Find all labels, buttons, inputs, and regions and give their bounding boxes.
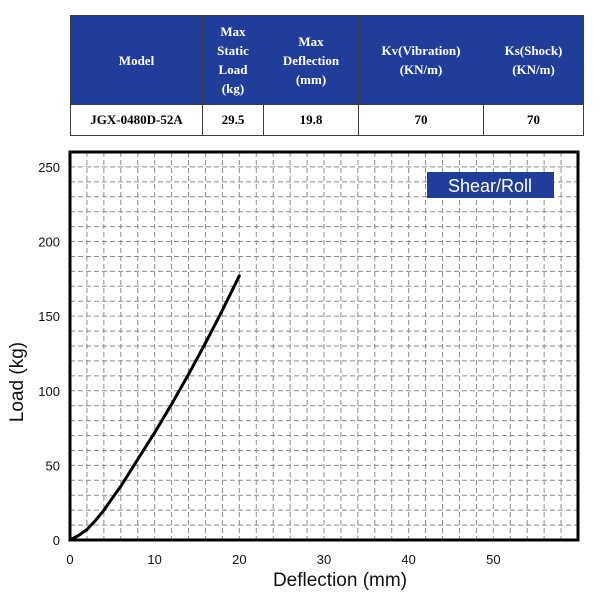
y-tick-label: 0	[53, 533, 60, 548]
x-tick-label: 20	[232, 552, 246, 567]
cell-max-deflection: 19.8	[263, 104, 359, 136]
x-tick-label: 10	[147, 552, 161, 567]
y-tick-labels: 0 50 100 150 200 250	[38, 160, 60, 548]
load-deflection-chart: 0 10 20 30 40 50 0 50 100 150 200 250 Shear/Roll D…	[7, 150, 580, 591]
legend-label: Shear/Roll	[448, 176, 532, 196]
y-tick-label: 200	[38, 235, 60, 250]
x-tick-label: 0	[66, 552, 73, 567]
legend-box	[427, 172, 554, 198]
series-layer	[68, 274, 241, 542]
spec-data-row: JGX-0480D-52A 29.5 19.8 70 70	[70, 104, 584, 136]
header-max-static-load: Max Static Load (kg)	[202, 15, 264, 105]
y-tick-label: 50	[46, 458, 60, 473]
header-kv-vibration: Kv(Vibration) (KN/m)	[358, 15, 484, 105]
series-line	[68, 274, 241, 542]
spec-header-row: Model Max Static Load (kg) Max Deflection (mm…	[70, 15, 584, 105]
plot-frame	[68, 150, 580, 542]
x-axis-title: Deflection (mm)	[273, 570, 407, 591]
x-tick-label: 50	[486, 552, 500, 567]
spec-table: Model Max Static Load (kg) Max Deflection (mm…	[70, 15, 584, 136]
x-tick-label: 30	[317, 552, 331, 567]
cell-ks-shock: 70	[483, 104, 584, 136]
cell-kv-vibration: 70	[358, 104, 484, 136]
header-max-deflection: Max Deflection (mm)	[263, 15, 359, 105]
header-model: Model	[70, 15, 203, 105]
cell-model: JGX-0480D-52A	[70, 104, 203, 136]
header-ks-shock: Ks(Shock) (KN/m)	[483, 15, 584, 105]
grid-lines	[70, 152, 578, 540]
x-tick-label: 40	[401, 552, 415, 567]
cell-max-static-load: 29.5	[202, 104, 264, 136]
y-tick-label: 100	[38, 384, 60, 399]
y-tick-label: 250	[38, 160, 60, 175]
legend: Shear/Roll	[427, 172, 554, 198]
y-tick-label: 150	[38, 309, 60, 324]
x-tick-labels: 0 10 20 30 40 50	[66, 552, 500, 567]
y-axis-title: Load (kg)	[7, 342, 28, 422]
